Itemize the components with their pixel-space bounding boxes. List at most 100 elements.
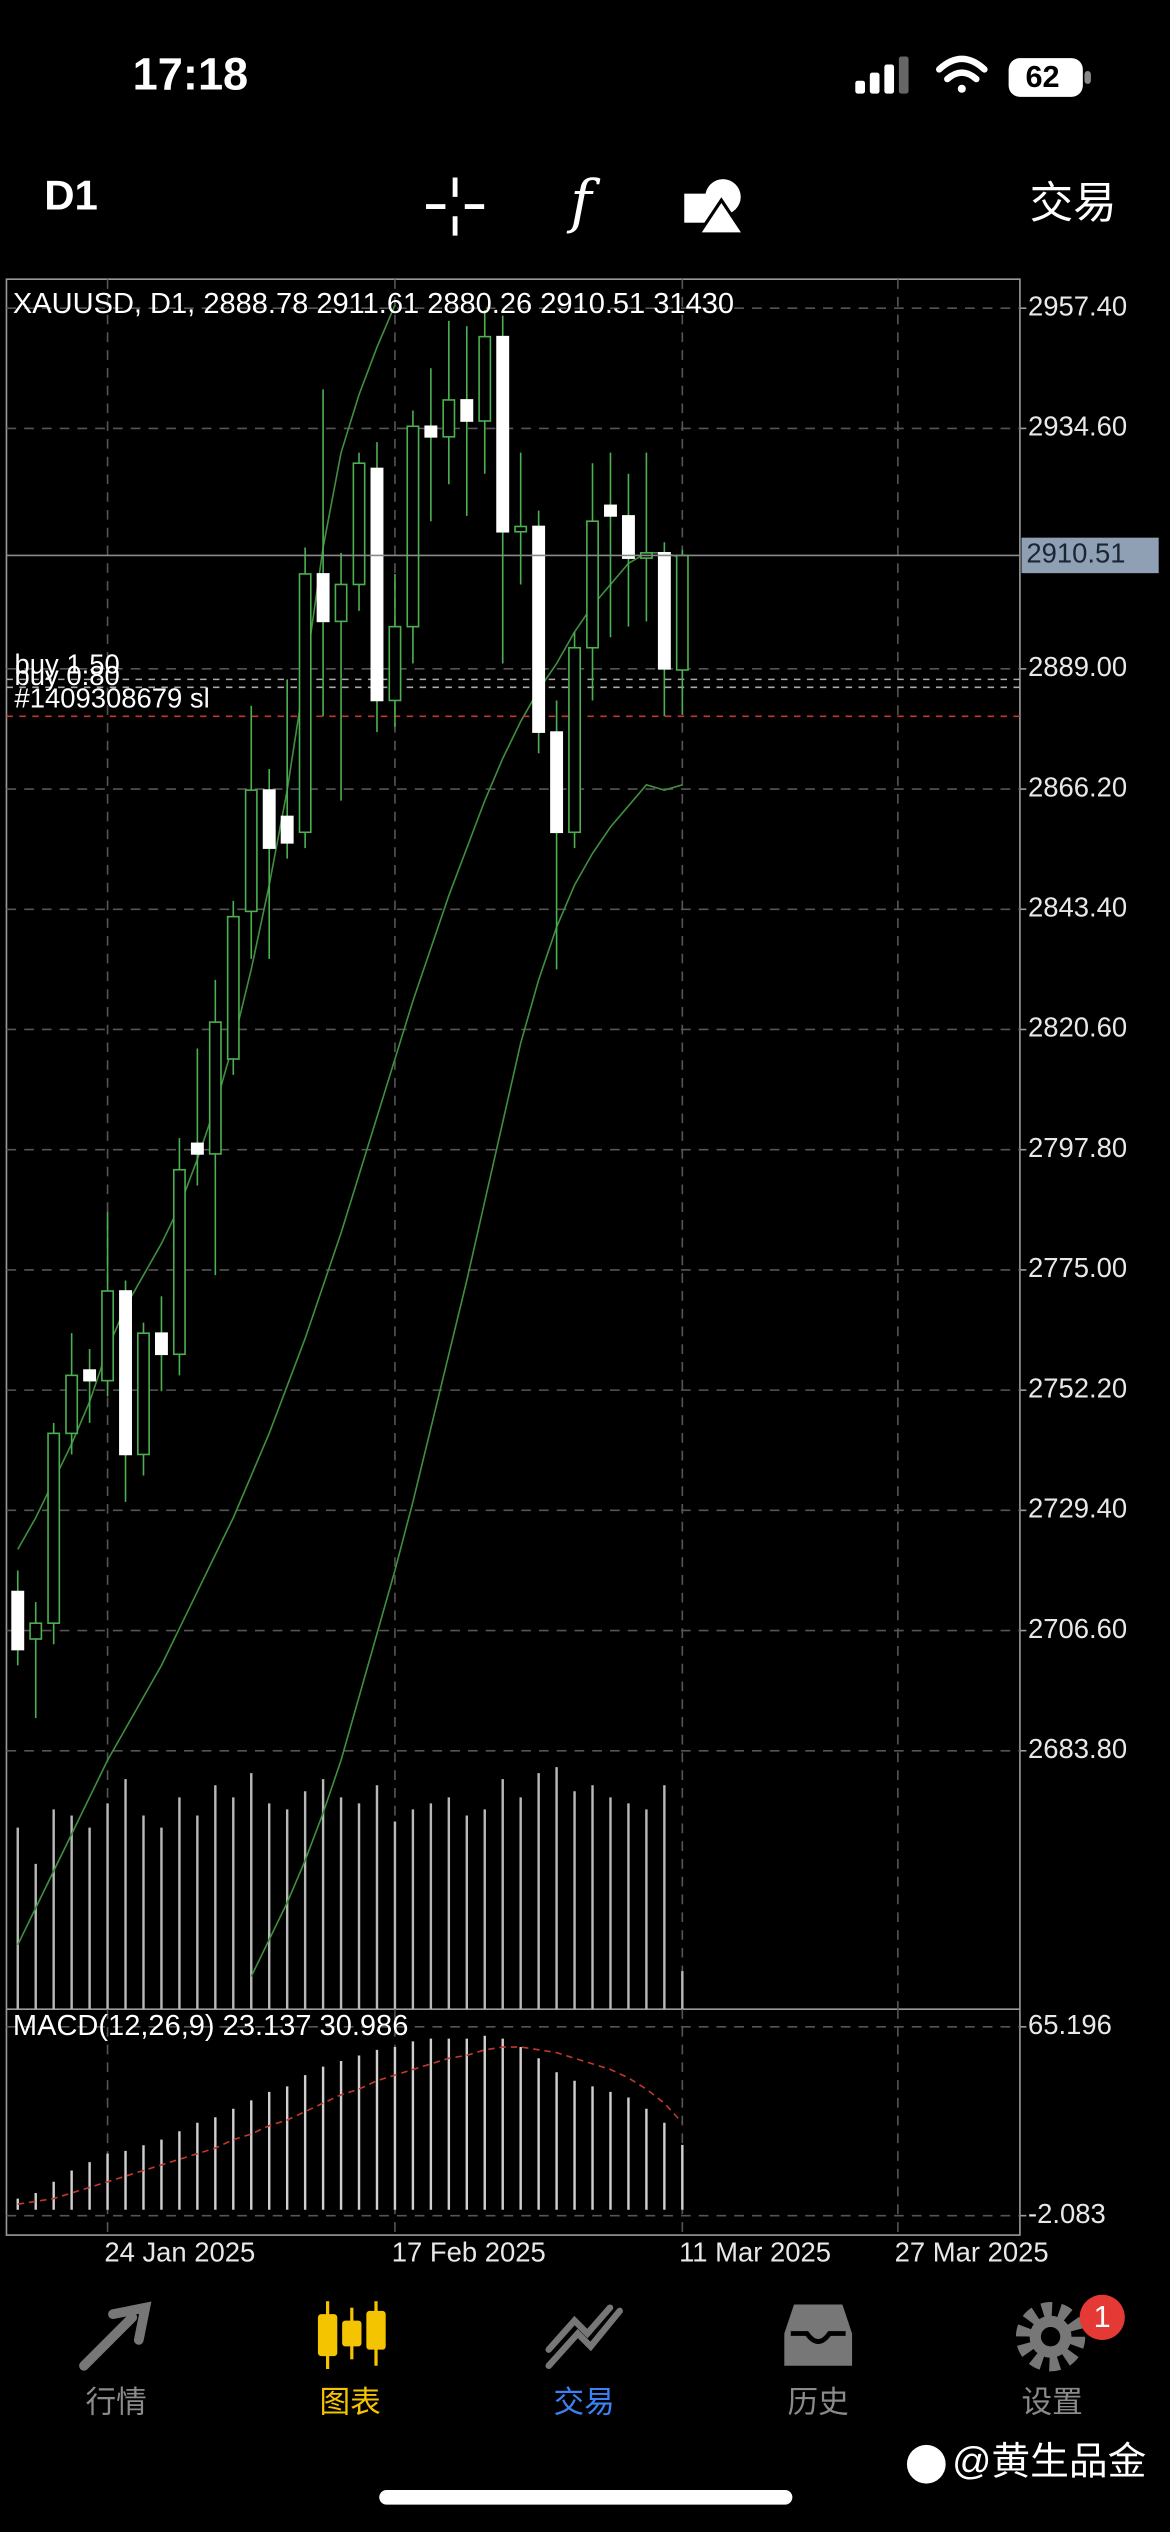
- history-tab[interactable]: 历史: [784, 2304, 853, 2420]
- badge: [1079, 2294, 1125, 2340]
- candle-body: [424, 425, 438, 438]
- order-label: buy 1.50: [15, 649, 120, 680]
- y-tick-label: 2957.40: [1028, 290, 1127, 321]
- header-field: 23.137: [223, 2010, 312, 2042]
- candle-body: [11, 1590, 25, 1651]
- header-field: D1: [150, 288, 187, 320]
- y-tick-label: 65.196: [1028, 2009, 1112, 2040]
- y-tick-label: -2.083: [1028, 2198, 1106, 2229]
- chart-header: XAUUSD, D1, 2888.78 2911.61 2880.26 2910…: [13, 288, 734, 320]
- indicator-line: [17, 552, 683, 1946]
- timeframe-button[interactable]: D1: [44, 172, 98, 219]
- y-tick-label: 2706.60: [1028, 1613, 1127, 1644]
- candle-body: [316, 573, 330, 623]
- clock: 17:18: [133, 48, 249, 99]
- candle-body: [442, 399, 456, 438]
- candle-body: [244, 789, 258, 913]
- trade-tab[interactable]: 交易: [545, 2304, 623, 2420]
- indicator-line: [17, 304, 396, 1550]
- macd-header: MACD(12,26,9) 23.137 30.986: [13, 2010, 408, 2042]
- wifi-icon: [935, 55, 988, 93]
- candle-body: [154, 1332, 168, 1356]
- watermark-text: @黄生品金: [952, 2440, 1146, 2483]
- tab-label: 图表: [320, 2386, 381, 2420]
- x-tick-label: 11 Mar 2025: [679, 2237, 831, 2268]
- candle-body: [621, 515, 635, 559]
- signal-icon: [855, 56, 909, 94]
- objects-button[interactable]: [684, 179, 747, 236]
- candle-body: [137, 1332, 150, 1456]
- candle-body: [208, 1021, 222, 1155]
- candle-body: [298, 573, 312, 834]
- candle-body: [370, 467, 384, 702]
- trade-button[interactable]: 交易: [1030, 180, 1117, 228]
- macd-signal: [17, 2046, 683, 2205]
- header-field: 2911.61: [316, 288, 419, 320]
- candle-body: [119, 1290, 132, 1456]
- y-tick-label: 2752.20: [1028, 1372, 1127, 1403]
- candle-body: [604, 504, 617, 517]
- quotes-tab[interactable]: 行情: [79, 2301, 152, 2420]
- macd-pane: [6, 2009, 1020, 2236]
- battery-icon: 62: [1008, 58, 1091, 97]
- chart-frame: [5, 278, 1021, 2236]
- x-tick-label: 24 Jan 2025: [104, 2237, 255, 2268]
- y-tick-label: 2683.80: [1028, 1733, 1127, 1764]
- watermark: ​ @黄生品金: [906, 2440, 1146, 2484]
- candle-body: [226, 915, 240, 1060]
- indicator-line: [250, 783, 683, 1977]
- y-tick-label: 2729.40: [1028, 1493, 1127, 1524]
- header-field: 30.986: [320, 2010, 409, 2042]
- candle-body: [280, 815, 294, 844]
- candle-body: [657, 552, 671, 670]
- header-field: 2888.78: [203, 288, 308, 320]
- candle-body: [172, 1168, 186, 1356]
- y-tick-label: 2797.80: [1028, 1132, 1127, 1163]
- candle-body: [675, 554, 689, 671]
- crosshair-button[interactable]: [426, 177, 485, 236]
- candle-body: [83, 1369, 97, 1382]
- candle-body: [29, 1622, 43, 1640]
- header-field: 2910.51: [540, 288, 645, 320]
- candle-body: [550, 731, 564, 834]
- candle-body: [496, 335, 510, 533]
- candle-body: [406, 425, 420, 628]
- y-tick-label: 2889.00: [1028, 651, 1127, 682]
- home-indicator: [379, 2490, 793, 2505]
- order-label: buy 0.80: [15, 660, 120, 691]
- candle-body: [532, 525, 546, 733]
- candle-body: [190, 1142, 204, 1155]
- chart-tab[interactable]: 图表: [317, 2301, 386, 2420]
- header-field: 2880.26: [427, 288, 532, 320]
- price-label-bg: [1021, 537, 1159, 574]
- candle-body: [334, 583, 348, 623]
- header-field: 31430: [653, 288, 734, 320]
- settings-tab[interactable]: 设置 1: [1015, 2294, 1125, 2420]
- candle-body: [65, 1374, 79, 1435]
- y-tick-label: 2820.60: [1028, 1012, 1127, 1043]
- y-tick-label: 2866.20: [1028, 771, 1127, 802]
- candle-body: [47, 1432, 61, 1624]
- x-tick-label: 27 Mar 2025: [895, 2237, 1049, 2268]
- candle-body: [460, 399, 474, 422]
- candle-body: [478, 335, 492, 422]
- x-tick-label: 17 Feb 2025: [392, 2237, 546, 2268]
- tab-bar: 行情 图表 交易 历史 设置 1: [79, 2294, 1125, 2420]
- candle-body: [514, 525, 528, 533]
- header-field: MACD(12,26,9): [13, 2010, 215, 2042]
- tab-label: 交易: [554, 2386, 615, 2420]
- y-tick-label: 2843.40: [1028, 892, 1127, 923]
- tab-label: 历史: [788, 2386, 849, 2420]
- y-tick-label: 2775.00: [1028, 1252, 1127, 1283]
- header-field: XAUUSD: [13, 288, 134, 320]
- candle-body: [586, 520, 599, 649]
- badge-count: 1: [1094, 2300, 1111, 2334]
- candle-body: [352, 462, 366, 586]
- candle-body: [101, 1290, 115, 1382]
- tab-label: 行情: [86, 2386, 147, 2420]
